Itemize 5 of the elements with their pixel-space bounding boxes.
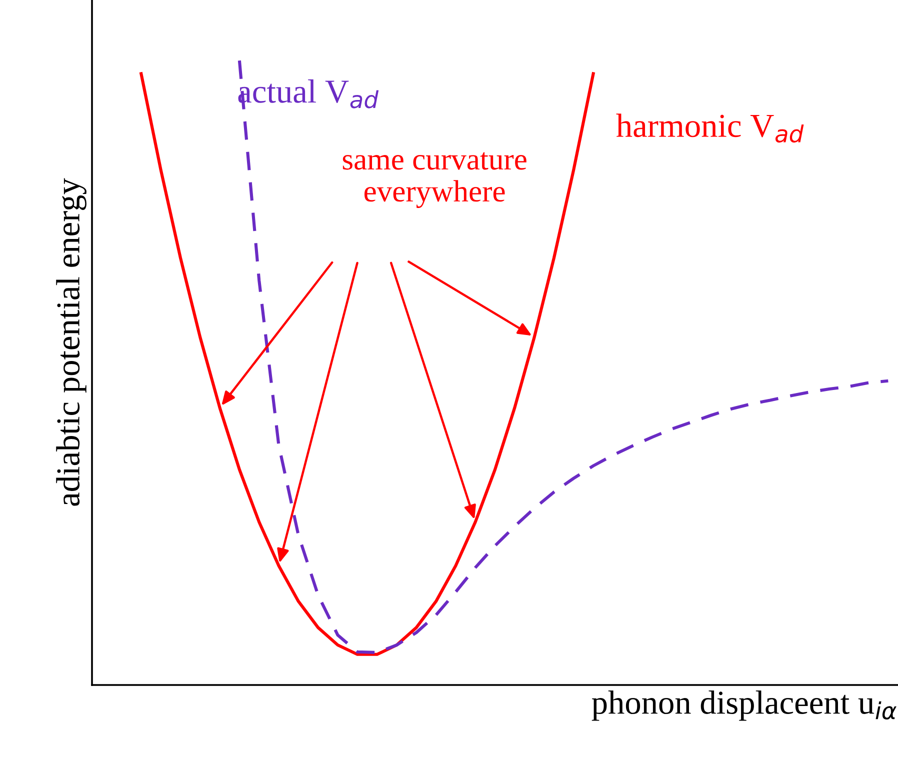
series-label: harmonic V$_{ad}$ <box>616 114 804 143</box>
annotation: same curvature everywhere <box>342 152 526 208</box>
y-axis-title: adiabtic potential energy <box>56 178 86 506</box>
series-label: actual V$_{ad}$ <box>238 79 379 108</box>
x-axis-title: phonon displaceent u$_{iα}$ <box>592 690 896 721</box>
